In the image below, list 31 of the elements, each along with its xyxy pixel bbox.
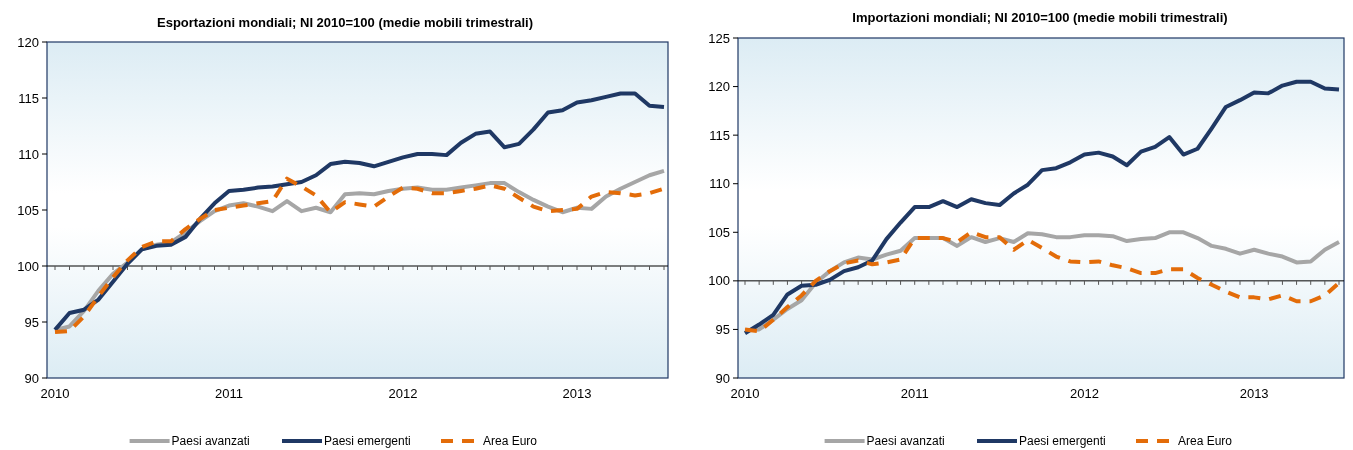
y-tick-label: 105 bbox=[708, 224, 730, 240]
legend-label: Paesi emergenti bbox=[324, 434, 411, 449]
y-tick-label: 110 bbox=[18, 146, 39, 162]
legend-label: Paesi avanzati bbox=[866, 434, 945, 449]
x-tick-label: 2013 bbox=[1239, 386, 1269, 401]
y-tick-label: 115 bbox=[709, 127, 730, 143]
x-tick-label: 2013 bbox=[562, 386, 592, 401]
x-tick-label: 2012 bbox=[388, 386, 418, 401]
chart-title: Importazioni mondiali; NI 2010=100 (medie mobili trimestrali) bbox=[852, 10, 1228, 25]
legend-label: Paesi emergenti bbox=[1019, 434, 1106, 449]
y-tick-label: 90 bbox=[24, 370, 39, 386]
legend-label: Paesi avanzati bbox=[171, 434, 250, 449]
legend-label: Area Euro bbox=[1178, 434, 1233, 449]
y-tick-label: 120 bbox=[17, 34, 39, 50]
y-tick-label: 125 bbox=[708, 30, 730, 46]
x-tick-label: 2012 bbox=[1069, 386, 1099, 401]
legend-label: Area Euro bbox=[483, 434, 538, 449]
y-tick-label: 95 bbox=[24, 314, 39, 330]
y-tick-label: 100 bbox=[17, 258, 39, 274]
y-tick-label: 100 bbox=[708, 273, 730, 289]
y-tick-label: 105 bbox=[17, 202, 39, 218]
chart-title: Esportazioni mondiali; NI 2010=100 (medie mobili trimestrali) bbox=[156, 15, 534, 30]
y-tick-label: 120 bbox=[708, 79, 730, 95]
y-tick-label: 110 bbox=[709, 176, 730, 192]
x-tick-label: 2011 bbox=[900, 386, 929, 401]
x-tick-label: 2010 bbox=[40, 386, 70, 401]
x-tick-label: 2010 bbox=[730, 386, 760, 401]
y-tick-label: 95 bbox=[715, 321, 730, 337]
y-tick-label: 115 bbox=[18, 90, 39, 106]
x-tick-label: 2011 bbox=[215, 386, 243, 401]
y-tick-label: 90 bbox=[715, 370, 730, 386]
